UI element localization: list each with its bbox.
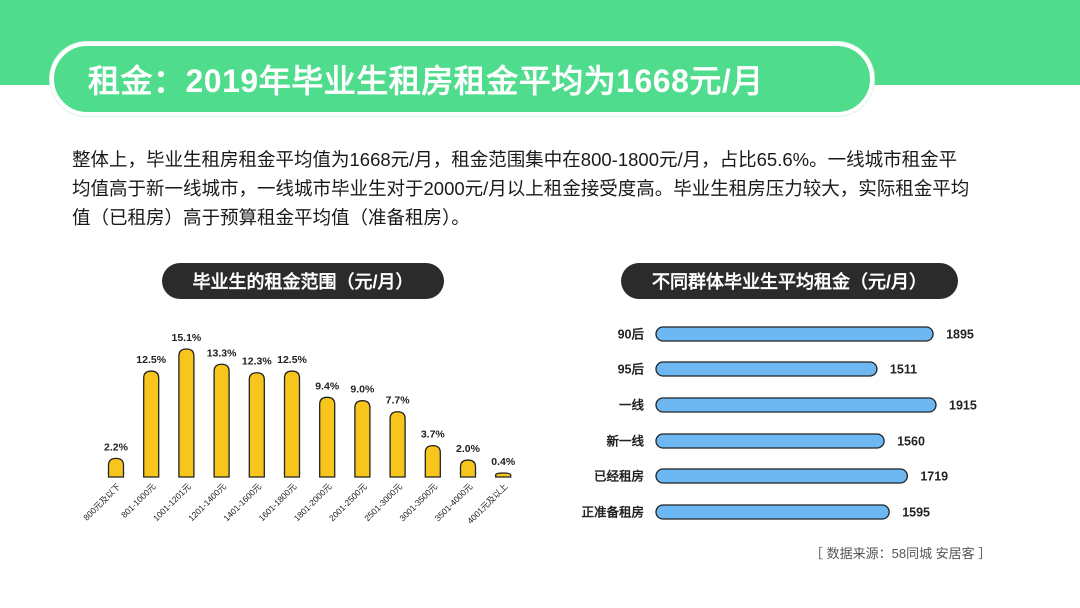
rent-range-value-label: 12.3% xyxy=(242,356,272,368)
group-rent-category-label: 正准备租房 xyxy=(581,505,644,520)
page-title-pill: 租金：2019年毕业生租房租金平均为1668元/月 xyxy=(50,42,874,116)
page-title: 租金：2019年毕业生租房租金平均为1668元/月 xyxy=(88,63,764,99)
rent-range-value-label: 7.7% xyxy=(386,395,411,407)
rent-range-value-label: 9.4% xyxy=(315,380,340,392)
group-rent-value-label: 1895 xyxy=(946,328,974,342)
group-rent-value-label: 1719 xyxy=(920,470,948,484)
rent-range-value-label: 15.1% xyxy=(172,332,202,344)
rent-range-bar xyxy=(213,363,230,478)
rent-range-bar xyxy=(178,348,195,478)
rent-range-bar xyxy=(459,459,477,478)
group-rent-value-label: 1595 xyxy=(902,506,930,520)
group-rent-category-label: 已经租房 xyxy=(594,469,644,484)
group-rent-value-label: 1511 xyxy=(890,363,917,377)
rent-range-value-label: 9.0% xyxy=(350,384,375,396)
rent-range-bar xyxy=(319,396,336,478)
rent-range-bar xyxy=(248,372,265,478)
group-rent-bar xyxy=(655,397,937,413)
group-rent-chart-title: 不同群体毕业生平均租金（元/月） xyxy=(621,263,958,299)
group-rent-category-label: 90后 xyxy=(618,327,645,342)
rent-range-bar xyxy=(424,444,441,478)
group-rent-bar xyxy=(655,326,934,342)
group-rent-category-label: 一线 xyxy=(619,398,645,413)
rent-range-category-label: 800元及以下 xyxy=(81,481,122,522)
group-rent-value-label: 1560 xyxy=(897,435,925,449)
rent-range-bar xyxy=(143,370,160,478)
group-rent-bar xyxy=(655,468,908,484)
group-rent-bar xyxy=(655,361,878,377)
rent-range-value-label: 2.2% xyxy=(104,441,129,453)
rent-range-value-label: 12.5% xyxy=(136,354,166,366)
rent-range-chart-title: 毕业生的租金范围（元/月） xyxy=(162,263,444,299)
rent-range-value-label: 13.3% xyxy=(207,347,237,359)
rent-range-value-label: 2.0% xyxy=(456,443,481,455)
group-rent-category-label: 新一线 xyxy=(606,434,644,449)
rent-range-value-label: 12.5% xyxy=(277,354,307,366)
group-rent-bar xyxy=(655,433,885,449)
group-rent-category-label: 95后 xyxy=(618,362,645,377)
group-rent-value-label: 1915 xyxy=(949,399,977,413)
data-source-note: ［ 数据来源：58同城 安居客 ］ xyxy=(810,546,992,561)
rent-range-bar xyxy=(283,370,301,478)
intro-paragraph: 整体上，毕业生租房租金平均值为1668元/月，租金范围集中在800-1800元/… xyxy=(72,149,970,228)
rent-range-bar xyxy=(389,411,406,478)
rent-range-bar xyxy=(495,472,512,478)
rent-range-bar xyxy=(354,400,371,478)
rent-range-value-label: 3.7% xyxy=(421,429,446,441)
rent-range-value-label: 0.4% xyxy=(491,456,516,468)
rent-range-bar xyxy=(107,457,125,478)
group-rent-bar xyxy=(655,504,890,520)
